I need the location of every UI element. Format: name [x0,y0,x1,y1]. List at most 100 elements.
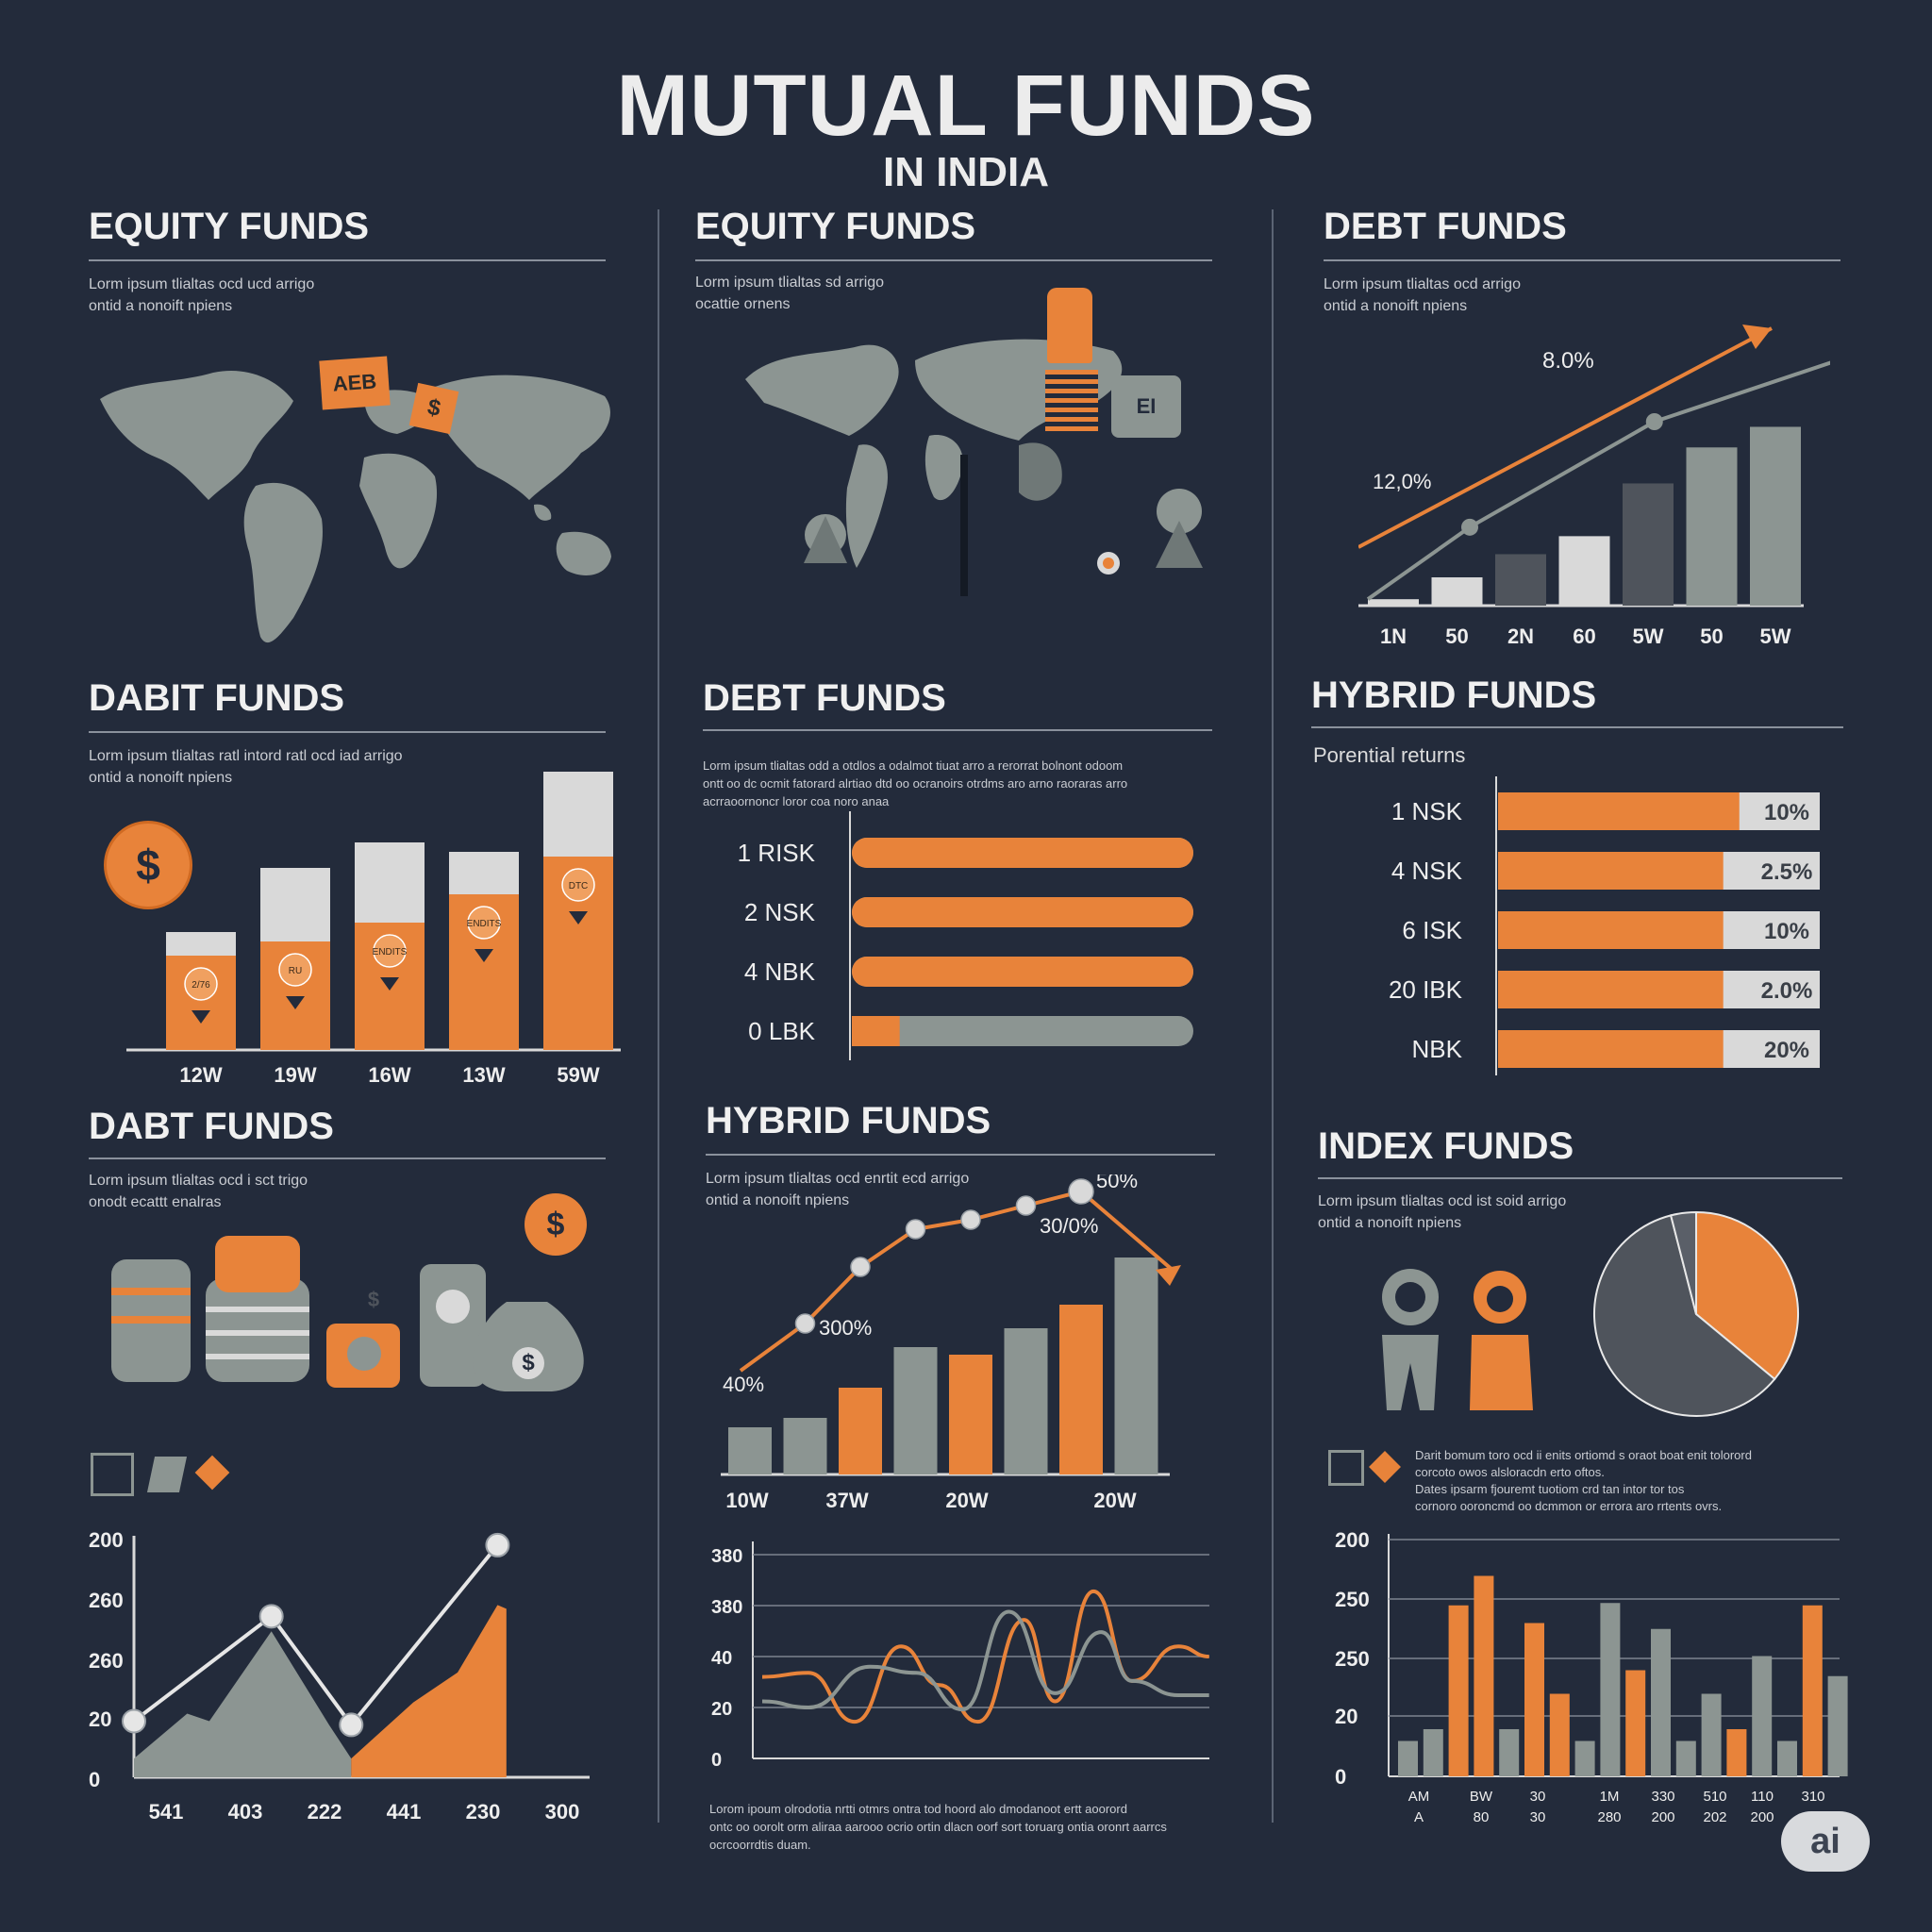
series-line [761,1609,1209,1712]
flag-tag: AEB [319,356,391,410]
panel-title-dabit: DABIT FUNDS [89,677,345,719]
panel-rule [89,1158,606,1159]
x-tick-label: AM [1408,1789,1430,1805]
data-label: 10% [1764,919,1809,944]
bar [1686,447,1738,606]
panel-rule [706,1154,1215,1156]
y-tick-label: 0 LBK [748,1017,815,1045]
y-tick-label: 380 [711,1546,742,1567]
y-tick-label: 6 ISK [1402,916,1462,944]
x-tick-label: 222 [308,1800,342,1824]
bar-badge-label: RU [289,966,302,976]
x-tick-label: 12W [179,1063,222,1087]
bar [893,1347,938,1474]
line-point [339,1712,364,1738]
y-tick-label: 0 [89,1768,100,1791]
bar-segment-light [543,772,613,857]
bar-marker-icon [569,911,588,924]
data-label: 8.0% [1542,348,1594,374]
bar [1701,1693,1722,1776]
x-tick-label: 20W [945,1489,988,1512]
bar [1398,1740,1418,1776]
x-tick-label: 50 [1445,625,1468,648]
bar [1827,1675,1848,1776]
line-point [794,1313,816,1334]
bar [839,1388,882,1474]
dollar-tag: $ [408,382,459,435]
savings-icons-graphic [111,1236,584,1391]
y-tick-label: 260 [89,1649,124,1673]
bar-badge [184,967,218,1001]
bar [1059,1305,1103,1474]
panel-description: Lorm ipsum tlialtas ocd arrigo ontid a no… [1324,276,1521,314]
y-tick-label: 380 [711,1597,742,1618]
y-tick-label: 20 [1335,1705,1357,1728]
panel-title-index: INDEX FUNDS [1318,1125,1574,1167]
bar [1574,1740,1595,1776]
panel-description: Lorm ipsum tlialtas sd arrigo ocattie orn… [695,275,885,312]
index-pie-chart [1593,1210,1799,1417]
y-tick-label: 0 [1335,1765,1346,1789]
panel-description: Lorm ipsum tlialtas odd a otdlos a odalm… [703,758,1128,808]
panel-description: Lorm ipsum tlialtas ocd ucd arrigo ontid … [89,276,315,314]
bar-segment-light [166,932,236,956]
bar [1498,911,1724,949]
bar [1431,577,1483,606]
investors-illustration [1382,1269,1533,1410]
y-tick-label: 250 [1335,1588,1370,1611]
bar [1675,1740,1696,1776]
line-point [1015,1195,1037,1216]
data-label: 40% [723,1373,764,1396]
pie-slice [1669,1210,1697,1315]
data-label: 300% [819,1316,872,1340]
line-point [850,1257,871,1277]
x-tick-label: 30 [1530,1789,1546,1805]
india-map-graphic [745,339,1203,596]
bar [1600,1603,1621,1776]
panel-description: Lorm ipsum tlialtas ocd i sct trigo onodt… [89,1173,308,1210]
x-tick-label: 1N [1380,625,1407,648]
y-tick-label: 1 RISK [738,839,816,867]
bar [783,1418,827,1474]
bar [949,1355,992,1474]
y-tick-label: 4 NBK [744,958,816,986]
y-tick-label: 0 [711,1750,722,1771]
bar-badge [467,906,501,940]
bar-track [852,1016,1193,1046]
panel-title-equity-2: EQUITY FUNDS [695,206,976,247]
bar [852,1016,900,1046]
bar [1651,1628,1671,1776]
bar [1498,792,1740,830]
x-tick-label: 2N [1507,625,1534,648]
bar-marker-icon [380,977,399,991]
x-tick-label: 60 [1573,625,1595,648]
y-tick-label: 20 IBK [1389,975,1463,1004]
hybrid-returns-chart: 10% 1 NSK 2.5% 4 NSK 10% 6 ISK 2.0% 20 IBK 20% NB… [1389,776,1820,1075]
column-divider-right [1272,209,1274,1823]
x-tick-label: 37W [825,1489,868,1512]
bar-marker-icon [286,996,305,1009]
pie-slice [1695,1210,1799,1381]
y-tick-label: 20 [711,1699,732,1720]
bar-marker-icon [475,949,493,962]
data-label: 20% [1764,1038,1809,1063]
panel-title-equity: EQUITY FUNDS [89,206,370,247]
dollar-coin-icon: $ [104,821,192,909]
trend-arrowhead [1742,325,1772,349]
panel-rule [1311,726,1843,728]
bar-badge-label: 2/76 [192,980,210,991]
bar [1495,554,1546,606]
x-tick-label: 403 [228,1800,263,1824]
data-label: 10% [1764,800,1809,825]
panel-rule [89,731,606,733]
x-tick-sublabel: 202 [1703,1809,1726,1825]
trend-point [1461,518,1478,536]
legend-diamond-icon [1369,1451,1401,1483]
panel-title-debt-2: DEBT FUNDS [703,677,946,719]
line-point [258,1604,284,1629]
bar-badge-label: ENDITS [467,919,502,929]
bar [1750,426,1801,606]
emblem-base-icon [1045,370,1098,436]
panel-rule [695,259,1212,261]
